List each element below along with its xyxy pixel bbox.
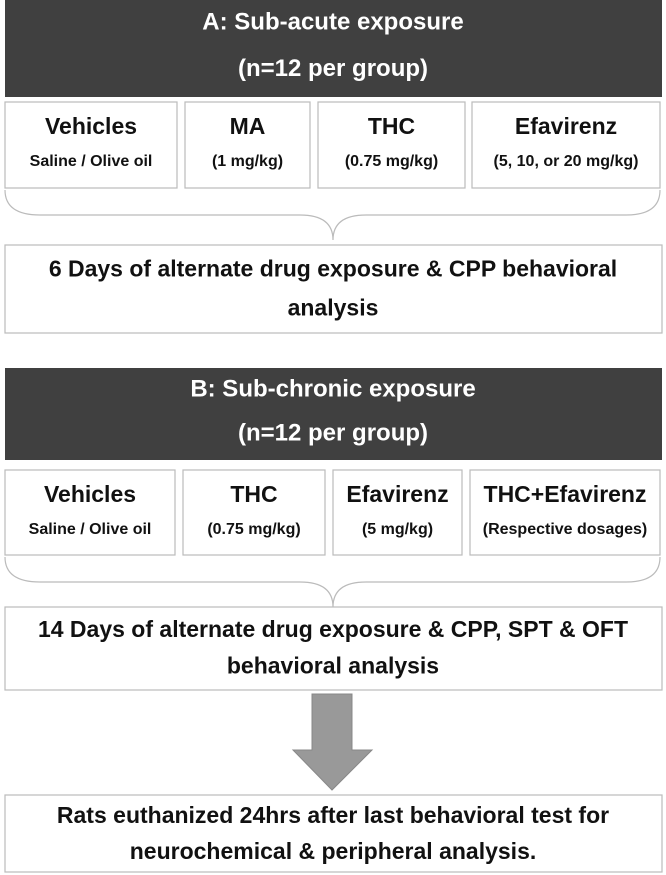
group-name: THC+Efavirenz bbox=[484, 481, 647, 507]
outcome-box bbox=[4, 244, 663, 334]
panel-title: B: Sub-chronic exposure bbox=[190, 375, 475, 402]
group-box bbox=[4, 469, 176, 556]
panel-subtitle: (n=12 per group) bbox=[238, 55, 428, 82]
brace bbox=[4, 189, 661, 241]
panel-title: A: Sub-acute exposure bbox=[202, 9, 463, 36]
group-dose: Saline / Olive oil bbox=[30, 153, 153, 170]
group-name: THC bbox=[368, 113, 415, 139]
final-text: Rats euthanized 24hrs after last behavio… bbox=[57, 802, 609, 828]
group-box bbox=[471, 101, 661, 189]
panel-header bbox=[5, 0, 662, 97]
group-box bbox=[317, 101, 466, 189]
group-name: Efavirenz bbox=[346, 481, 448, 507]
group-name: THC bbox=[230, 481, 277, 507]
outcome-text: 14 Days of alternate drug exposure & CPP… bbox=[38, 616, 628, 642]
group-name: Efavirenz bbox=[515, 113, 617, 139]
group-box bbox=[182, 469, 326, 556]
group-dose: (5, 10, or 20 mg/kg) bbox=[494, 153, 639, 170]
group-box bbox=[184, 101, 311, 189]
final-text: neurochemical & peripheral analysis. bbox=[130, 838, 537, 864]
group-dose: (5 mg/kg) bbox=[362, 521, 433, 538]
outcome-text: behavioral analysis bbox=[227, 653, 439, 679]
group-box bbox=[332, 469, 463, 556]
group-name: Vehicles bbox=[44, 481, 136, 507]
group-box bbox=[4, 101, 178, 189]
panel-header bbox=[5, 368, 662, 460]
down-arrow bbox=[291, 693, 374, 791]
group-dose: (Respective dosages) bbox=[483, 521, 648, 538]
group-dose: Saline / Olive oil bbox=[29, 521, 152, 538]
group-dose: (1 mg/kg) bbox=[212, 153, 283, 170]
group-name: Vehicles bbox=[45, 113, 137, 139]
group-dose: (0.75 mg/kg) bbox=[345, 153, 438, 170]
outcome-box bbox=[4, 606, 663, 691]
outcome-text: 6 Days of alternate drug exposure & CPP … bbox=[49, 256, 617, 282]
outcome-text: analysis bbox=[288, 294, 379, 320]
group-box bbox=[469, 469, 661, 556]
final-box bbox=[4, 794, 663, 873]
panel-subtitle: (n=12 per group) bbox=[238, 420, 428, 447]
brace bbox=[4, 556, 661, 608]
group-name: MA bbox=[230, 113, 266, 139]
group-dose: (0.75 mg/kg) bbox=[207, 521, 300, 538]
